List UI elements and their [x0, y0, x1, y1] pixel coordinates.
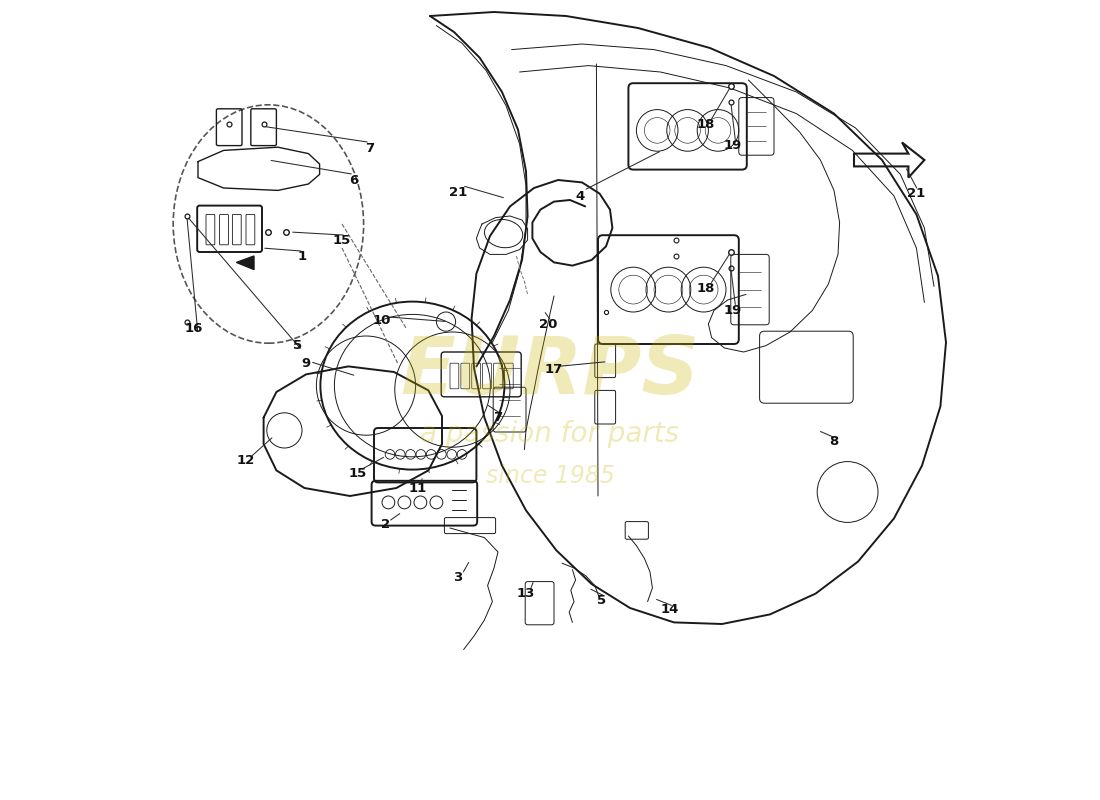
Text: a passion for parts: a passion for parts	[420, 419, 680, 447]
Text: 17: 17	[544, 363, 563, 376]
Text: 9: 9	[301, 358, 310, 370]
Text: 21: 21	[449, 186, 468, 198]
Text: 15: 15	[349, 467, 367, 480]
Text: 18: 18	[696, 282, 715, 294]
Text: since 1985: since 1985	[485, 464, 615, 488]
Text: EURPS: EURPS	[400, 333, 700, 411]
Text: 13: 13	[517, 587, 536, 600]
Text: 7: 7	[365, 142, 375, 154]
Text: 21: 21	[908, 187, 925, 200]
Text: 2: 2	[382, 518, 390, 530]
Text: 12: 12	[236, 454, 255, 466]
Text: 7: 7	[494, 411, 503, 424]
Text: 11: 11	[409, 482, 427, 494]
Text: 16: 16	[185, 322, 204, 334]
Text: 6: 6	[350, 174, 359, 186]
Text: 18: 18	[696, 118, 715, 130]
Polygon shape	[236, 256, 254, 270]
Text: 19: 19	[724, 139, 741, 152]
Text: 20: 20	[539, 318, 558, 330]
Text: 19: 19	[724, 304, 741, 317]
Text: 10: 10	[373, 314, 392, 326]
Text: 5: 5	[294, 339, 302, 352]
Text: 5: 5	[597, 594, 606, 606]
Text: 4: 4	[575, 190, 585, 202]
Text: 8: 8	[829, 435, 838, 448]
Text: 15: 15	[333, 234, 351, 246]
Text: 1: 1	[297, 250, 307, 262]
Text: 3: 3	[453, 571, 463, 584]
Text: 14: 14	[661, 603, 679, 616]
